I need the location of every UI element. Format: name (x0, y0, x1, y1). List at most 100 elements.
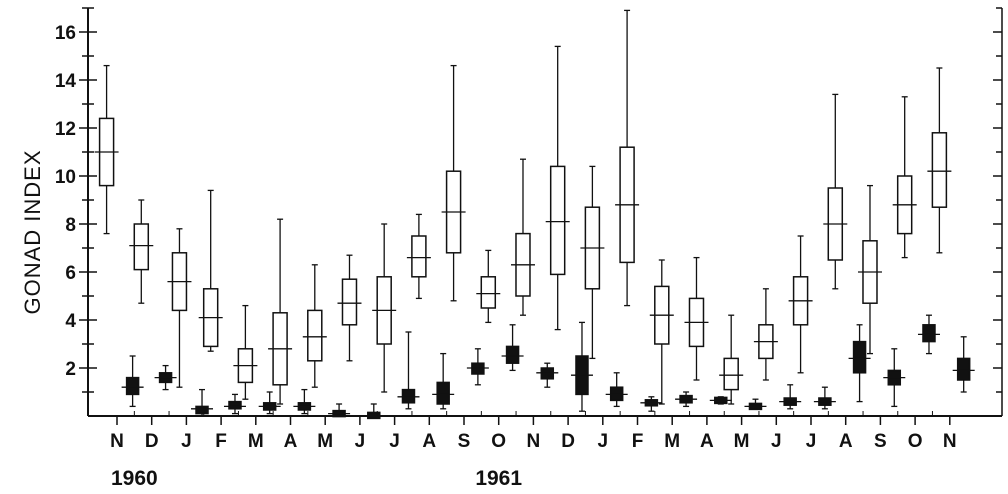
open-box-A (268, 219, 292, 404)
box-iqr (923, 325, 935, 342)
open-box-N (927, 68, 951, 253)
x-tick-label: J (806, 431, 817, 452)
filled-box-A (710, 397, 732, 404)
year-label: 1960 (111, 467, 158, 490)
x-tick-label: O (908, 431, 923, 452)
y-tick-label: 4 (65, 311, 76, 332)
filled-box-F (224, 394, 246, 413)
x-tick-label: J (181, 431, 192, 452)
x-tick-label: M (664, 431, 680, 452)
filled-box-N (122, 356, 144, 406)
box-iqr (958, 358, 970, 380)
y-tick-label: 2 (65, 359, 76, 380)
open-box-J (372, 224, 396, 392)
x-tick-label: N (110, 431, 124, 452)
x-tick-label: D (145, 431, 159, 452)
box-iqr (196, 406, 208, 413)
open-box-M (303, 265, 327, 387)
filled-box-M (744, 399, 766, 409)
open-box-O (893, 97, 917, 258)
y-tick-label: 12 (55, 119, 76, 140)
x-tick-label: N (943, 431, 957, 452)
x-tick-label: M (248, 431, 264, 452)
filled-box-J (779, 385, 801, 409)
x-tick-label: O (491, 431, 506, 452)
open-box-A (407, 214, 431, 298)
filled-box-A (849, 325, 871, 402)
x-tick-label: S (458, 431, 471, 452)
open-box-M (233, 306, 257, 400)
open-box-J (167, 229, 191, 387)
open-box-D (129, 200, 153, 303)
box-iqr (724, 358, 738, 389)
box-iqr (932, 133, 946, 207)
box-iqr (412, 236, 426, 277)
x-tick-label: A (839, 431, 853, 452)
open-box-J (580, 166, 604, 358)
filled-box-D (571, 322, 593, 411)
box-iqr (134, 224, 148, 270)
box-iqr (437, 382, 449, 404)
x-tick-label: F (215, 431, 227, 452)
boxes-layer (95, 10, 975, 418)
open-box-S (858, 186, 882, 354)
x-tick-label: J (771, 431, 782, 452)
x-tick-label: D (561, 431, 575, 452)
y-tick-label: 8 (65, 215, 76, 236)
box-iqr (481, 277, 495, 308)
open-box-J (754, 289, 778, 380)
open-box-M (650, 260, 674, 404)
filled-box-J (191, 390, 213, 416)
filled-box-A (432, 354, 454, 409)
box-iqr (507, 346, 519, 363)
y-tick-label: 6 (65, 263, 76, 284)
filled-box-O (918, 315, 940, 353)
filled-box-M (675, 392, 697, 406)
filled-box-D (155, 366, 177, 390)
filled-box-O (502, 325, 524, 371)
open-box-A (684, 258, 708, 380)
box-iqr (127, 378, 139, 395)
open-box-N (511, 159, 535, 315)
filled-box-J (814, 387, 836, 409)
filled-box-S (467, 349, 489, 385)
open-box-S (442, 66, 466, 301)
x-tick-label: M (734, 431, 750, 452)
x-tick-label: A (422, 431, 436, 452)
year-label: 1961 (475, 467, 522, 490)
open-box-M (719, 315, 743, 404)
x-tick-label: J (598, 431, 609, 452)
box-iqr (854, 342, 866, 373)
box-iqr (229, 402, 241, 409)
open-box-J (789, 236, 813, 373)
x-tick-label: S (874, 431, 887, 452)
filled-box-N (536, 363, 558, 387)
open-box-A (823, 94, 847, 288)
x-tick-label: M (317, 431, 333, 452)
open-box-D (546, 46, 570, 329)
y-tick-label: 10 (55, 167, 76, 188)
open-box-N (95, 66, 119, 234)
box-iqr (308, 310, 322, 360)
filled-box-S (883, 349, 905, 407)
x-tick-label: J (355, 431, 366, 452)
filled-box-M (259, 392, 281, 414)
filled-box-N (953, 337, 975, 392)
y-axis-title: GONAD INDEX (20, 149, 45, 314)
filled-box-J (397, 332, 419, 409)
filled-box-J (606, 373, 628, 407)
open-box-F (199, 190, 223, 351)
open-box-F (615, 10, 639, 305)
x-tick-label: A (284, 431, 298, 452)
box-iqr (342, 279, 356, 325)
x-tick-label: N (527, 431, 541, 452)
y-tick-label: 14 (55, 71, 77, 92)
filled-box-M (328, 404, 350, 417)
open-box-O (476, 250, 500, 322)
box-iqr (551, 166, 565, 274)
open-box-J (337, 255, 361, 361)
filled-box-A (293, 390, 315, 414)
x-tick-label: F (632, 431, 644, 452)
y-tick-label: 16 (55, 23, 76, 44)
